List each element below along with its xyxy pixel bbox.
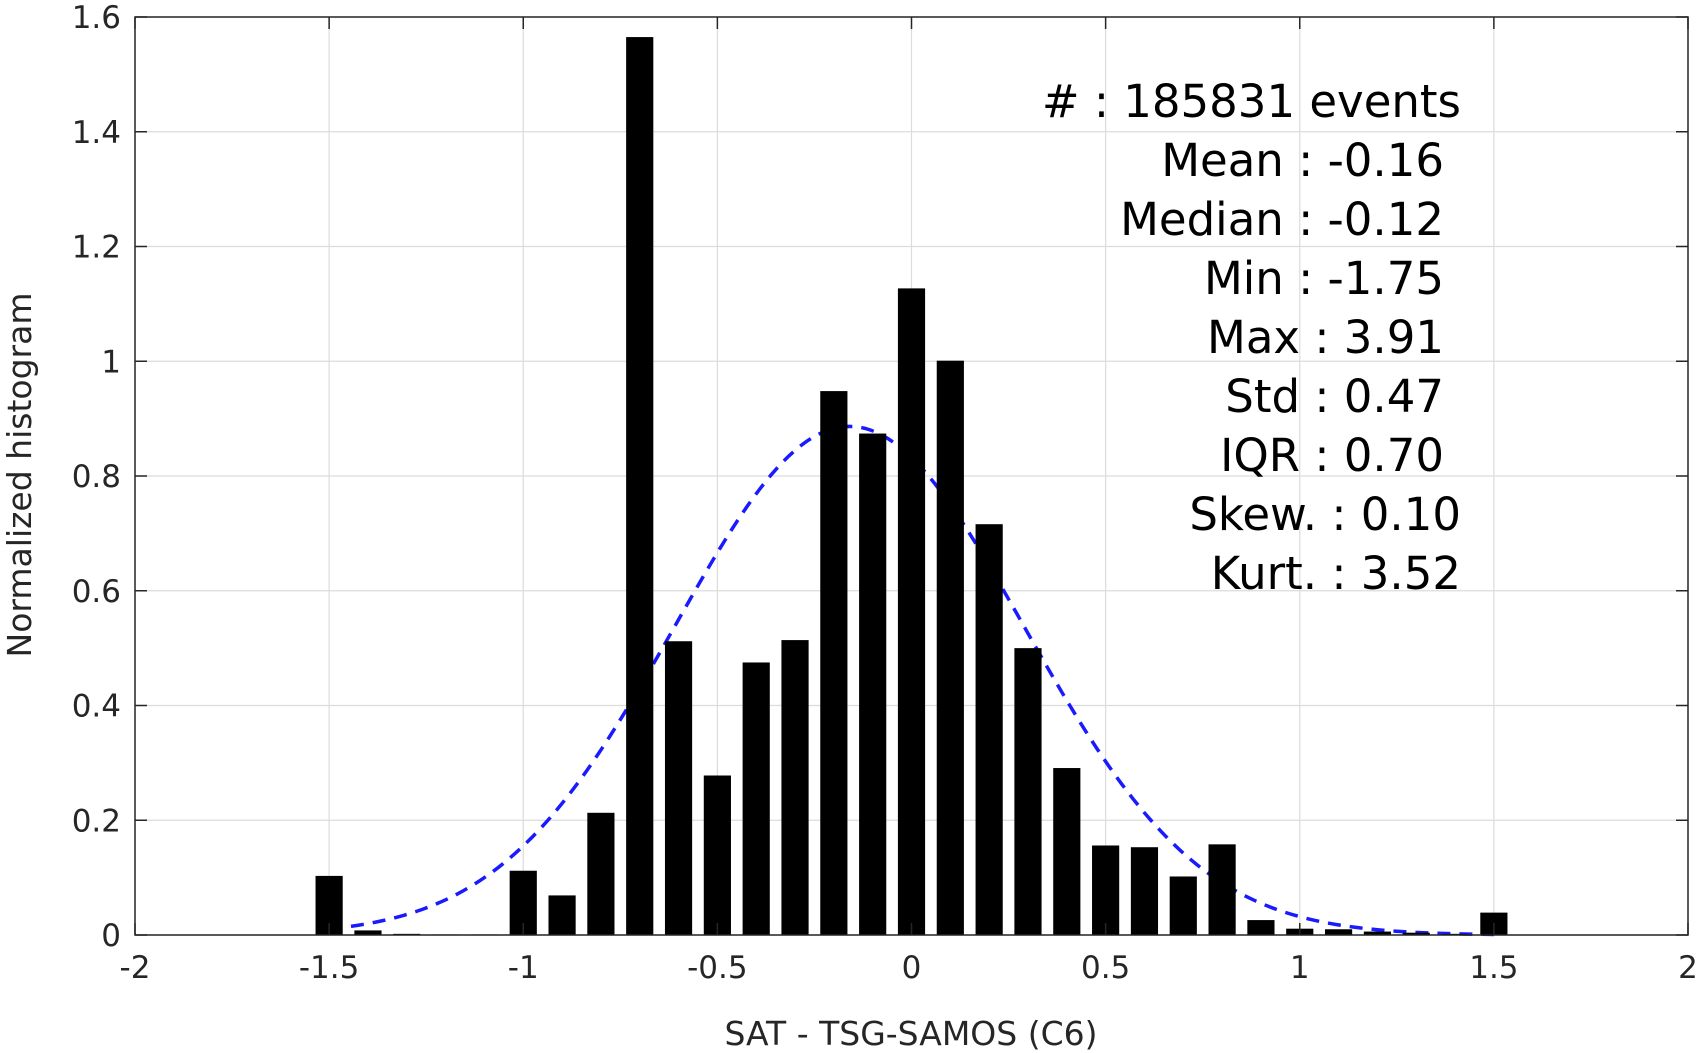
x-tick-label: 1 bbox=[1290, 950, 1310, 986]
histogram-bar bbox=[1014, 648, 1042, 935]
y-tick-label: 1.6 bbox=[72, 0, 121, 36]
y-tick-label: 0 bbox=[101, 918, 121, 954]
bars bbox=[315, 37, 1508, 936]
histogram-bar bbox=[820, 391, 848, 936]
histogram-bar bbox=[626, 37, 654, 936]
x-tick-label: -1 bbox=[508, 950, 539, 986]
x-tick-label: -0.5 bbox=[687, 950, 748, 986]
plot-frame bbox=[134, 16, 1689, 936]
y-tick-labels: 0 0.2 0.4 0.6 0.8 1 1.2 1.4 1.6 bbox=[72, 0, 121, 954]
histogram-bar bbox=[1169, 876, 1197, 935]
stats-line: Skew. : 0.10 bbox=[1189, 488, 1461, 541]
histogram-bar bbox=[664, 641, 693, 935]
stats-line: # : 185831 events bbox=[1042, 75, 1461, 128]
x-tick-label: -1.5 bbox=[299, 950, 360, 986]
y-tick-label: 1.2 bbox=[72, 230, 121, 266]
histogram-bar bbox=[742, 662, 770, 935]
stats-line: Min : -1.75 bbox=[1204, 252, 1444, 305]
y-axis-title: Normalized histogram bbox=[0, 293, 39, 658]
histogram-bar bbox=[936, 360, 964, 935]
y-tick-label: 1.4 bbox=[72, 115, 121, 151]
y-tick-label: 0.8 bbox=[72, 459, 121, 495]
stats-box: # : 185831 events Mean : -0.16 Median : -0… bbox=[1042, 75, 1461, 600]
histogram-bar bbox=[781, 640, 809, 935]
x-tick-labels: -2 -1.5 -1 -0.5 0 0.5 1 1.5 2 bbox=[120, 950, 1698, 986]
axes bbox=[134, 16, 1689, 936]
histogram-bar bbox=[1130, 847, 1159, 935]
stats-line: Median : -0.12 bbox=[1120, 193, 1444, 246]
histogram-bar bbox=[897, 288, 926, 935]
x-tick-label: 0.5 bbox=[1081, 950, 1130, 986]
histogram-bar bbox=[548, 895, 576, 935]
histogram-bar bbox=[1053, 768, 1081, 935]
x-tick-label: 0 bbox=[902, 950, 922, 986]
stats-line: Std : 0.47 bbox=[1225, 370, 1444, 423]
stats-line: Kurt. : 3.52 bbox=[1211, 547, 1461, 600]
stats-line: Mean : -0.16 bbox=[1161, 134, 1444, 187]
histogram-bar bbox=[1363, 931, 1391, 935]
histogram-bar bbox=[703, 775, 731, 935]
y-tick-label: 0.4 bbox=[72, 689, 121, 725]
histogram-bar bbox=[1247, 920, 1275, 935]
histogram-bar bbox=[1092, 845, 1120, 935]
x-tick-label: 1.5 bbox=[1469, 950, 1518, 986]
stats-line: Max : 3.91 bbox=[1207, 311, 1444, 364]
x-tick-label: -2 bbox=[120, 950, 151, 986]
histogram-bar bbox=[1324, 929, 1353, 935]
x-axis-title: SAT - TSG-SAMOS (C6) bbox=[724, 1014, 1097, 1053]
histogram-bar bbox=[587, 812, 615, 935]
histogram-bar bbox=[859, 433, 887, 935]
y-tick-label: 1 bbox=[101, 344, 121, 380]
stats-line: IQR : 0.70 bbox=[1220, 429, 1444, 482]
histogram-bar bbox=[1208, 844, 1236, 935]
histogram-bar bbox=[975, 524, 1003, 935]
histogram-bar bbox=[354, 930, 382, 935]
y-tick-label: 0.6 bbox=[72, 574, 121, 610]
x-tick-label: 2 bbox=[1678, 950, 1698, 986]
histogram-bar bbox=[1402, 932, 1430, 935]
y-tick-label: 0.2 bbox=[72, 803, 121, 839]
